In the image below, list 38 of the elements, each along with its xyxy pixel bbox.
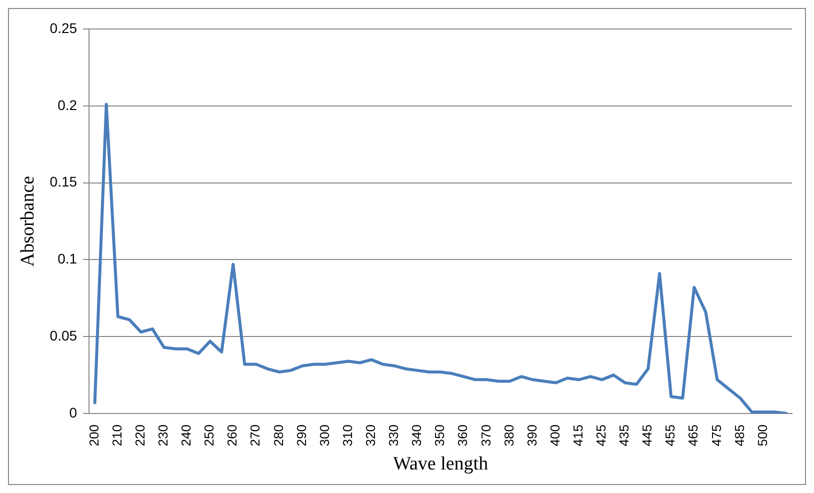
x-tick-label: 340: [409, 424, 424, 446]
x-tick-label: 250: [202, 424, 217, 446]
x-tick-label: 230: [156, 424, 171, 446]
x-tick-label: 350: [432, 424, 448, 446]
x-tick-label: 485: [732, 424, 747, 446]
x-tick-label: 425: [594, 424, 609, 446]
y-tick-label: 0.25: [50, 20, 78, 36]
x-tick-label: 310: [340, 424, 355, 446]
x-tick-label: 330: [386, 424, 402, 446]
x-tick-label: 270: [248, 424, 263, 446]
x-tick-label: 220: [132, 424, 148, 446]
y-tick-label: 0: [69, 404, 78, 420]
y-axis-title: Absorbance: [17, 176, 38, 267]
x-tick-label: 210: [109, 424, 124, 446]
y-tick-label: 0.15: [50, 174, 78, 190]
x-tick-label: 435: [616, 424, 632, 446]
x-axis-title: Wave length: [393, 454, 489, 475]
x-tick-label: 500: [754, 424, 770, 446]
x-tick-label: 280: [270, 424, 286, 446]
x-tick-label: 290: [294, 424, 309, 446]
x-tick-label: 200: [86, 424, 102, 446]
x-tick-label: 360: [455, 424, 470, 446]
x-tick-label: 300: [316, 424, 332, 446]
x-tick-label: 465: [686, 424, 701, 446]
y-tick-label: 0.2: [58, 96, 78, 113]
x-tick-label: 455: [662, 424, 678, 446]
y-tick-label: 0.05: [50, 327, 78, 344]
x-tick-label: 380: [501, 424, 516, 446]
x-tick-label: 260: [224, 424, 240, 446]
x-tick-label: 320: [363, 424, 378, 446]
x-tick-label: 370: [478, 424, 494, 446]
x-tick-label: 415: [570, 424, 586, 446]
y-tick-label: 0.1: [58, 250, 78, 267]
x-tick-label: 240: [178, 424, 194, 446]
x-tick-label: 390: [524, 424, 540, 446]
x-tick-label: 475: [708, 424, 724, 446]
x-tick-label: 445: [640, 424, 655, 446]
x-tick-label: 400: [547, 424, 562, 446]
